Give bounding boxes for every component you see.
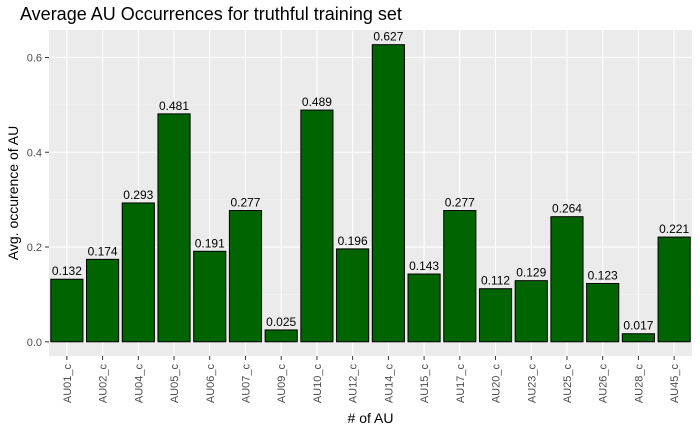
data-label-AU07_c: 0.277 (230, 196, 260, 210)
x-axis-title: # of AU (348, 410, 394, 426)
x-axis: AU01_c AU02_c AU04_c AU05_c AU06_c AU07_c AU09… (62, 356, 681, 403)
data-label-AU02_c: 0.174 (88, 244, 118, 258)
data-label-AU06_c: 0.191 (195, 236, 225, 250)
data-labels: 0.132 0.174 0.293 0.481 0.191 0.277 0.025 0.489… (52, 30, 690, 333)
x-tick-label: AU09_c (276, 364, 288, 404)
bar-AU07_c (228, 210, 263, 343)
x-tick-label: AU15_c (419, 364, 431, 404)
x-tick-label: AU45_c (669, 364, 681, 404)
data-label-AU14_c: 0.627 (373, 30, 403, 44)
bar-AU25_c (550, 216, 584, 343)
y-tick-label: 0.4 (27, 147, 42, 159)
x-tick-label: AU28_c (633, 364, 645, 404)
y-tick-label: 0.6 (27, 52, 42, 64)
data-label-AU25_c: 0.264 (552, 202, 582, 216)
x-tick-label: AU07_c (240, 364, 252, 404)
data-label-AU05_c: 0.481 (159, 99, 189, 113)
data-label-AU15_c: 0.143 (409, 259, 439, 273)
x-tick-label: AU01_c (62, 364, 74, 404)
x-tick-label: AU23_c (526, 364, 538, 404)
bar-AU01_c (50, 278, 84, 343)
bar-AU05_c (157, 113, 191, 343)
x-tick-label: AU20_c (491, 364, 503, 404)
data-label-AU26_c: 0.123 (588, 269, 618, 283)
plot-panel (49, 30, 692, 356)
y-tick-label: 0.0 (27, 337, 42, 349)
bar-AU23_c (514, 280, 548, 343)
bar-AU45_c (657, 236, 691, 343)
chart-title: Average AU Occurrences for truthful trai… (20, 4, 402, 24)
bar-AU02_c (86, 258, 120, 343)
bar-AU28_c (621, 333, 655, 343)
bar-AU14_c (371, 44, 405, 343)
bar-AU10_c (300, 109, 334, 343)
data-label-AU20_c: 0.112 (481, 274, 510, 288)
x-tick-label: AU06_c (205, 364, 217, 404)
data-label-AU17_c: 0.277 (445, 196, 475, 210)
x-tick-label: AU12_c (348, 364, 360, 404)
x-tick-label: AU02_c (98, 364, 110, 404)
data-label-AU28_c: 0.017 (623, 319, 653, 333)
bar-AU12_c (336, 248, 370, 343)
x-tick-label: AU05_c (169, 364, 181, 404)
x-tick-label: AU04_c (133, 364, 145, 404)
bar-AU26_c (586, 283, 620, 343)
data-label-AU12_c: 0.196 (338, 234, 368, 248)
x-tick-label: AU25_c (562, 364, 574, 404)
y-tick-label: 0.2 (27, 242, 42, 254)
bar-AU06_c (193, 250, 227, 343)
y-axis: 0.0 0.2 0.4 0.6 (27, 52, 49, 349)
data-label-AU01_c: 0.132 (52, 264, 82, 278)
bar-AU20_c (478, 288, 513, 343)
x-tick-label: AU14_c (383, 364, 395, 404)
data-label-AU10_c: 0.489 (302, 95, 332, 109)
x-tick-label: AU17_c (455, 364, 467, 404)
bar-AU15_c (407, 273, 441, 343)
data-label-AU09_c: 0.025 (266, 315, 296, 329)
data-label-AU23_c: 0.129 (516, 266, 546, 280)
y-axis-title: Avg. occurence of AU (5, 126, 21, 260)
bar-AU09_c (264, 329, 298, 343)
x-tick-label: AU10_c (312, 364, 324, 404)
data-label-AU04_c: 0.293 (123, 188, 153, 202)
bar-AU17_c (443, 210, 477, 343)
x-tick-label: AU26_c (598, 364, 610, 404)
bar-AU04_c (121, 202, 155, 343)
data-label-AU45_c: 0.221 (659, 222, 689, 236)
bars (50, 44, 691, 343)
